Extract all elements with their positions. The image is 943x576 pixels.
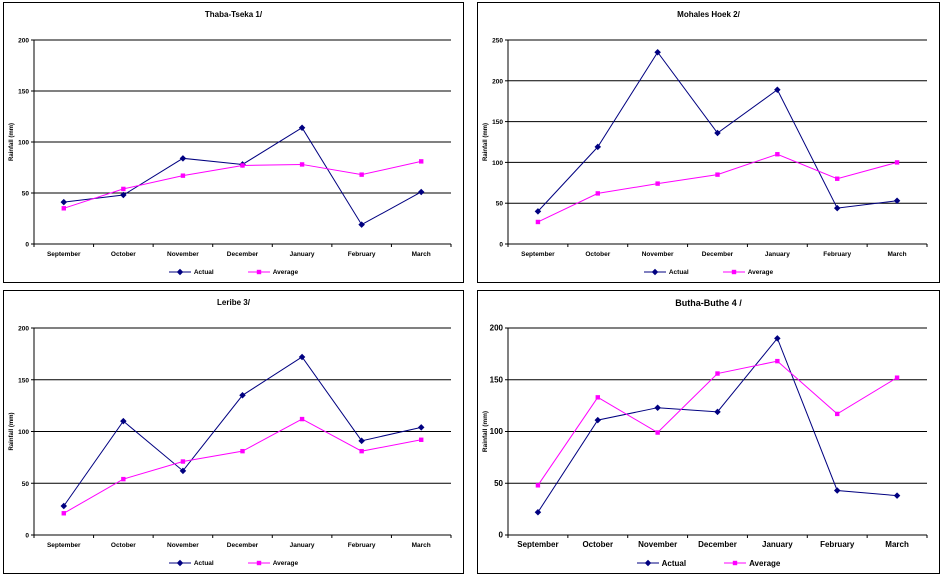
svg-text:October: October bbox=[582, 540, 613, 549]
svg-text:150: 150 bbox=[490, 375, 504, 384]
chart-legend: Actual Average bbox=[4, 553, 463, 573]
legend-item-actual: Actual bbox=[636, 558, 687, 568]
legend-label: Average bbox=[749, 558, 781, 568]
svg-text:250: 250 bbox=[492, 38, 503, 45]
svg-text:February: February bbox=[348, 251, 376, 258]
line-chart: 0 50 100 150 200 September October November Dece… bbox=[9, 326, 452, 549]
svg-text:Rainfall (mm): Rainfall (mm) bbox=[482, 411, 489, 452]
svg-text:200: 200 bbox=[18, 38, 29, 45]
svg-text:March: March bbox=[885, 540, 909, 549]
chart-title: Butha-Buthe 4 / bbox=[675, 298, 742, 308]
svg-text:October: October bbox=[585, 251, 610, 258]
chart-title: Mohales Hoek 2/ bbox=[677, 10, 740, 19]
line-chart: 0 50 100 150 200 September October November Dece… bbox=[482, 324, 928, 549]
svg-text:150: 150 bbox=[18, 377, 29, 384]
chart-panel-butha-buthe: Butha-Buthe 4 / 0 50 100 150 200 September Oct… bbox=[477, 290, 940, 574]
svg-text:November: November bbox=[167, 251, 199, 258]
legend-item-average: Average bbox=[247, 559, 299, 567]
average-series-swatch bbox=[247, 560, 270, 566]
actual-series-swatch bbox=[168, 559, 191, 567]
legend-item-actual: Actual bbox=[643, 268, 689, 276]
average-series-swatch bbox=[722, 269, 745, 275]
svg-text:September: September bbox=[47, 542, 81, 549]
svg-text:November: November bbox=[167, 542, 199, 549]
legend-label: Average bbox=[747, 268, 774, 276]
legend-label: Actual bbox=[193, 268, 214, 276]
svg-text:February: February bbox=[823, 251, 851, 258]
average-series-swatch bbox=[247, 269, 270, 275]
svg-text:February: February bbox=[820, 540, 855, 549]
svg-text:November: November bbox=[638, 540, 677, 549]
svg-text:January: January bbox=[765, 251, 790, 258]
svg-text:50: 50 bbox=[22, 481, 30, 488]
legend-label: Actual bbox=[193, 559, 214, 567]
chart-panel-leribe: Leribe 3/ 0 50 100 150 200 September October No… bbox=[3, 290, 464, 574]
svg-text:October: October bbox=[111, 251, 136, 258]
legend-label: Actual bbox=[668, 268, 689, 276]
actual-series-swatch bbox=[643, 268, 666, 276]
svg-text:September: September bbox=[521, 251, 555, 258]
actual-series-swatch bbox=[636, 559, 659, 567]
svg-text:0: 0 bbox=[25, 533, 29, 540]
chart-legend: Actual Average bbox=[478, 553, 939, 573]
svg-text:200: 200 bbox=[492, 78, 503, 85]
svg-text:December: December bbox=[698, 540, 737, 549]
actual-series-swatch bbox=[168, 268, 191, 276]
svg-text:50: 50 bbox=[22, 191, 30, 198]
svg-text:100: 100 bbox=[490, 427, 504, 436]
svg-text:150: 150 bbox=[18, 89, 29, 96]
svg-text:February: February bbox=[348, 542, 376, 549]
chart-legend: Actual Average bbox=[4, 262, 463, 282]
legend-item-actual: Actual bbox=[168, 268, 214, 276]
svg-text:100: 100 bbox=[18, 140, 29, 147]
svg-text:150: 150 bbox=[492, 119, 503, 126]
chart-legend: Actual Average bbox=[478, 262, 939, 282]
svg-text:200: 200 bbox=[18, 326, 29, 333]
svg-text:January: January bbox=[762, 540, 793, 549]
svg-text:January: January bbox=[290, 251, 315, 258]
chart-panel-mohales-hoek: Mohales Hoek 2/ 0 50 100 150 200 250 September… bbox=[477, 2, 940, 283]
svg-text:50: 50 bbox=[496, 201, 504, 208]
svg-text:September: September bbox=[517, 540, 558, 549]
legend-item-actual: Actual bbox=[168, 559, 214, 567]
svg-text:0: 0 bbox=[25, 242, 29, 249]
svg-text:Rainfall (mm): Rainfall (mm) bbox=[9, 123, 15, 161]
svg-text:0: 0 bbox=[499, 242, 503, 249]
chart-title: Thaba-Tseka 1/ bbox=[204, 10, 263, 19]
legend-label: Average bbox=[272, 268, 299, 276]
svg-text:December: December bbox=[702, 251, 734, 258]
legend-label: Actual bbox=[661, 558, 687, 568]
svg-text:0: 0 bbox=[499, 531, 504, 540]
line-chart: 0 50 100 150 200 September October November Dece… bbox=[9, 38, 452, 258]
svg-text:100: 100 bbox=[18, 429, 29, 436]
svg-text:October: October bbox=[111, 542, 136, 549]
chart-title: Leribe 3/ bbox=[217, 298, 250, 307]
svg-text:December: December bbox=[227, 251, 259, 258]
svg-text:200: 200 bbox=[490, 324, 504, 333]
svg-text:100: 100 bbox=[492, 160, 503, 167]
svg-text:Rainfall (mm): Rainfall (mm) bbox=[483, 123, 489, 161]
legend-item-average: Average bbox=[722, 268, 774, 276]
legend-label: Average bbox=[272, 559, 299, 567]
legend-item-average: Average bbox=[247, 268, 299, 276]
svg-text:March: March bbox=[887, 251, 906, 258]
svg-text:September: September bbox=[47, 251, 81, 258]
svg-text:March: March bbox=[412, 251, 431, 258]
legend-item-average: Average bbox=[724, 559, 780, 568]
svg-text:November: November bbox=[642, 251, 674, 258]
svg-text:March: March bbox=[412, 542, 431, 549]
svg-text:January: January bbox=[290, 542, 315, 549]
svg-text:December: December bbox=[227, 542, 259, 549]
chart-panel-thaba-tseka: Thaba-Tseka 1/ 0 50 100 150 200 September Octo… bbox=[3, 2, 464, 283]
svg-text:50: 50 bbox=[494, 479, 503, 488]
average-series-swatch bbox=[724, 560, 747, 566]
line-chart: 0 50 100 150 200 250 September October November D… bbox=[483, 38, 928, 258]
svg-text:Rainfall (mm): Rainfall (mm) bbox=[9, 412, 15, 450]
